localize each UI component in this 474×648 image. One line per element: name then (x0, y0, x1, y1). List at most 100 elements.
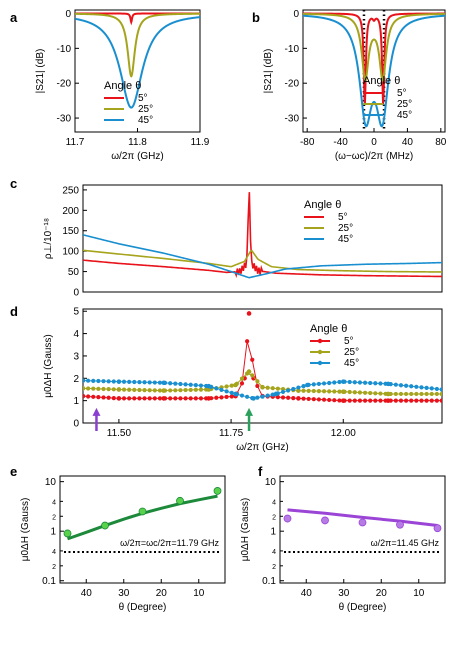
chart-panel-f: f 40 30 20 10 0.1 1 10 2 4 2 4 θ (Degree) μ0ΔH (Gauss… (240, 464, 446, 613)
data-point (337, 379, 342, 385)
data-point-key (116, 387, 122, 392)
data-point (91, 394, 96, 399)
data-point (137, 396, 142, 401)
data-point (275, 386, 280, 391)
data-point (239, 393, 245, 398)
y-minor-tick-label: 4 (272, 499, 276, 506)
data-point (255, 383, 260, 389)
data-point (173, 381, 178, 386)
data-point (96, 395, 101, 400)
data-point (433, 524, 442, 533)
data-point (111, 379, 116, 384)
data-point-key (251, 396, 256, 401)
data-point (178, 396, 183, 401)
data-point-key (83, 378, 86, 383)
data-point (214, 386, 219, 391)
data-point (132, 379, 137, 385)
legend-entry: 5° (344, 336, 354, 347)
data-point (424, 391, 429, 397)
data-point (327, 389, 332, 394)
data-point (224, 389, 229, 394)
data-point (306, 396, 311, 402)
data-point (332, 389, 337, 394)
plot-frame (59, 475, 226, 584)
data-point (362, 398, 368, 403)
series-line-a-2 (75, 16, 200, 109)
data-point (255, 379, 260, 384)
data-point (362, 390, 368, 395)
data-point (373, 381, 378, 386)
y-axis-label: ρ⊥/10⁻¹⁸ (43, 218, 54, 259)
data-point (368, 390, 373, 396)
x-tick-label: 11.7 (66, 137, 85, 148)
data-point (434, 386, 439, 392)
y-tick-label: -30 (285, 114, 300, 125)
legend: Angle θ5°25°45° (363, 75, 412, 121)
data-point (357, 380, 363, 385)
y-tick-label: 10 (265, 477, 277, 488)
data-point (424, 385, 429, 390)
data-point-key (83, 386, 86, 391)
data-point-key (439, 391, 442, 397)
data-point (332, 380, 337, 385)
data-point (368, 398, 373, 403)
data-point (157, 380, 163, 385)
data-point (352, 390, 357, 395)
legend-entry: 25° (397, 99, 412, 110)
data-point (250, 357, 255, 362)
x-tick-label: 11.75 (219, 428, 244, 439)
data-point (429, 386, 434, 391)
legend-entry: 5° (397, 88, 407, 99)
data-point (260, 394, 265, 399)
data-point-key (206, 396, 211, 401)
data-point (286, 395, 291, 400)
data-point (132, 396, 137, 401)
legend-entry: 45° (138, 115, 153, 126)
data-point (357, 390, 363, 395)
data-point (347, 389, 352, 395)
data-point (173, 396, 178, 401)
x-tick-label: 80 (435, 137, 447, 148)
y-minor-tick-label: 4 (52, 499, 56, 506)
data-point (316, 388, 322, 394)
plot-frame (302, 9, 446, 133)
data-point-key (260, 384, 265, 390)
y-tick-label: 0.1 (42, 576, 56, 587)
data-point (219, 395, 224, 400)
data-point (378, 391, 383, 396)
x-axis-label: θ (Degree) (119, 602, 167, 613)
data-point (396, 520, 404, 529)
panel-label: f (258, 464, 263, 479)
data-point (286, 388, 291, 393)
plot-frame (279, 475, 446, 584)
data-point (378, 381, 383, 386)
x-tick-label: 40 (402, 137, 414, 148)
data-point (106, 395, 111, 400)
data-point (193, 387, 198, 392)
data-point (224, 394, 229, 400)
x-tick-label: -80 (300, 137, 315, 148)
data-point (414, 384, 419, 389)
data-point (213, 487, 222, 495)
data-point (404, 391, 409, 397)
data-point (152, 396, 157, 401)
legend: Angle θ5°25°45° (310, 323, 359, 369)
plot-area (83, 311, 442, 403)
plot-area (75, 12, 200, 109)
data-point (121, 387, 127, 392)
plot-area (83, 192, 442, 279)
data-point (121, 396, 127, 401)
legend: Angle θ5°25°45° (104, 80, 153, 126)
series-line-c-0 (83, 192, 442, 279)
data-point (142, 388, 147, 393)
y-tick-label: 200 (62, 206, 79, 217)
y-tick-label: 250 (62, 185, 79, 196)
data-point (409, 398, 414, 403)
data-point (311, 397, 316, 402)
data-point (152, 388, 157, 393)
data-point (101, 379, 106, 384)
y-tick-label: 0 (73, 419, 79, 430)
data-point (362, 380, 368, 385)
data-point (239, 376, 245, 381)
plot-area (303, 10, 445, 132)
